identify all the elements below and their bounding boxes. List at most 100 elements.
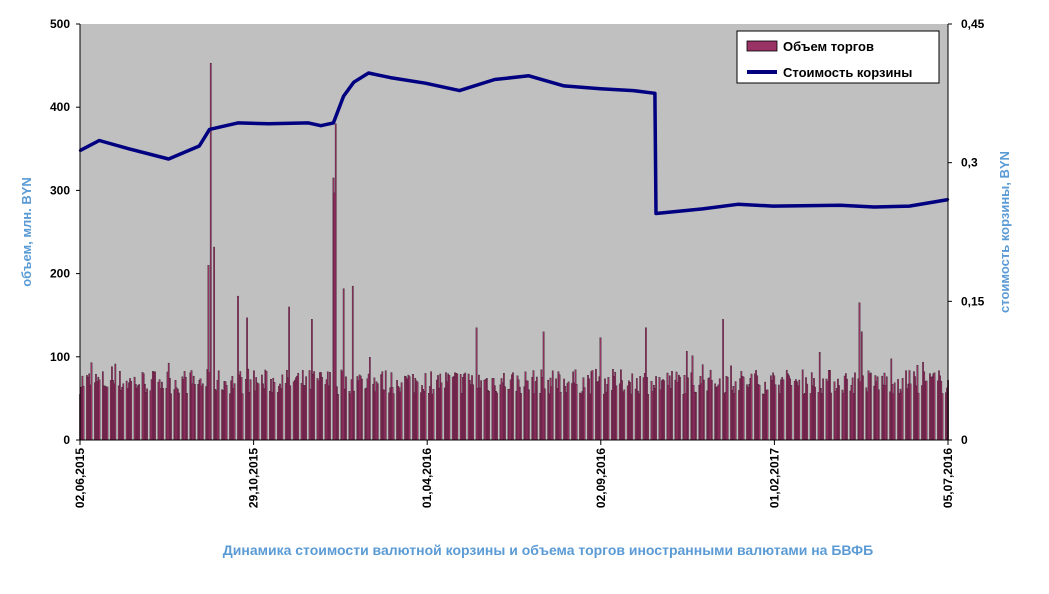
volume-bar	[782, 379, 785, 441]
volume-bar	[416, 381, 419, 441]
basket-value-point	[562, 84, 566, 88]
volume-bar	[559, 391, 562, 441]
volume-bar	[90, 362, 93, 441]
basket-value-point	[319, 124, 323, 127]
y-left-tick-label: 0	[63, 433, 70, 447]
volume-bar	[703, 379, 705, 441]
axes: 0 100 200 300 400 500 0 0,15 0,3 0,45 02,06,2015 29…	[50, 17, 985, 508]
volume-bar	[655, 376, 657, 441]
volume-bar	[806, 383, 809, 441]
volume-bar	[217, 370, 220, 441]
volume-bar	[98, 379, 101, 441]
volume-bar	[376, 383, 379, 441]
chart-title: Динамика стоимости валютной корзины и об…	[222, 542, 874, 558]
volume-bar	[233, 383, 236, 441]
x-tick-label: 01,04,2016	[420, 448, 434, 508]
y-left-tick-label: 400	[50, 100, 70, 114]
basket-value-point	[599, 87, 602, 90]
volume-bar	[941, 393, 944, 441]
volume-bar	[631, 373, 634, 441]
volume-bar	[289, 385, 292, 441]
volume-bar	[758, 385, 761, 441]
volume-bar	[885, 376, 888, 441]
volume-bar	[647, 394, 649, 441]
volume-bar	[201, 383, 204, 441]
legend: Объем торгов Стоимость корзины	[736, 30, 940, 84]
volume-bar	[209, 62, 212, 441]
x-tick-label: 29,10,2015	[247, 448, 261, 508]
basket-value-point	[771, 204, 775, 208]
volume-bar	[567, 381, 570, 441]
legend-label-basket: Стоимость корзины	[783, 65, 912, 80]
volume-bar	[877, 389, 880, 441]
volume-bar	[607, 377, 610, 441]
volume-bar	[671, 371, 673, 441]
volume-bar	[933, 372, 936, 441]
y-axis-right-title: стоимость корзины, BYN	[997, 151, 1012, 313]
volume-bar	[424, 373, 427, 441]
volume-bar	[480, 380, 482, 441]
volume-bar	[639, 376, 642, 441]
volume-bar	[313, 371, 315, 441]
volume-bar	[361, 378, 363, 441]
basket-value-point	[98, 139, 101, 142]
basket-value-point	[458, 89, 461, 92]
y-right-tick-label: 0,15	[961, 294, 985, 308]
volume-bar	[520, 393, 522, 441]
volume-bar	[766, 389, 769, 441]
volume-bar	[718, 378, 721, 441]
volume-bar	[575, 384, 578, 441]
volume-bar	[146, 388, 148, 441]
x-tick-label: 02,06,2015	[73, 448, 87, 508]
volume-bar	[583, 387, 586, 441]
basket-value-point	[908, 204, 911, 208]
volume-bar	[734, 381, 737, 441]
volume-bar	[710, 380, 713, 441]
basket-value-point	[389, 76, 392, 79]
volume-bar	[162, 388, 164, 441]
volume-bar	[504, 386, 506, 441]
volume-bar	[400, 382, 403, 441]
basket-value-point	[167, 157, 170, 161]
volume-bar	[273, 382, 276, 441]
volume-bar	[488, 391, 490, 441]
basket-value-point	[267, 122, 270, 126]
volume-bar	[909, 383, 912, 441]
volume-bar	[528, 389, 530, 441]
volume-bar	[297, 373, 300, 441]
volume-bar	[862, 375, 864, 441]
y-right-tick-label: 0	[961, 433, 968, 447]
volume-bar	[130, 381, 133, 441]
volume-bar	[241, 393, 244, 441]
volume-bar	[543, 388, 546, 441]
volume-bar	[512, 372, 514, 441]
basket-value-point	[332, 121, 335, 125]
volume-bar	[281, 374, 284, 441]
volume-bar	[345, 376, 347, 441]
volume-bar	[440, 382, 443, 441]
basket-value-point	[198, 144, 201, 148]
volume-bar	[337, 394, 339, 441]
basket-value-point	[873, 205, 876, 209]
volume-bar	[750, 373, 753, 441]
basket-value-point	[367, 71, 370, 75]
volume-bar	[138, 384, 141, 441]
basket-value-point	[493, 78, 496, 81]
x-tick-label: 05,07,2016	[941, 448, 955, 508]
volume-bar	[249, 379, 252, 441]
volume-bar	[591, 370, 594, 441]
volume-bar	[917, 392, 920, 441]
x-tick-label: 02,09,2016	[594, 448, 608, 508]
volume-bar	[790, 385, 793, 441]
volume-bar	[305, 376, 308, 441]
volume-bar	[384, 370, 387, 441]
basket-value-point	[653, 92, 657, 95]
legend-swatch-volume	[746, 40, 778, 52]
volume-bar	[265, 371, 268, 441]
volume-bar	[432, 388, 435, 441]
y-axis-left-title: объем, млн. BYN	[19, 177, 34, 287]
basket-value-point	[127, 147, 131, 150]
volume-bar	[925, 380, 928, 441]
basket-value-point	[208, 128, 211, 131]
